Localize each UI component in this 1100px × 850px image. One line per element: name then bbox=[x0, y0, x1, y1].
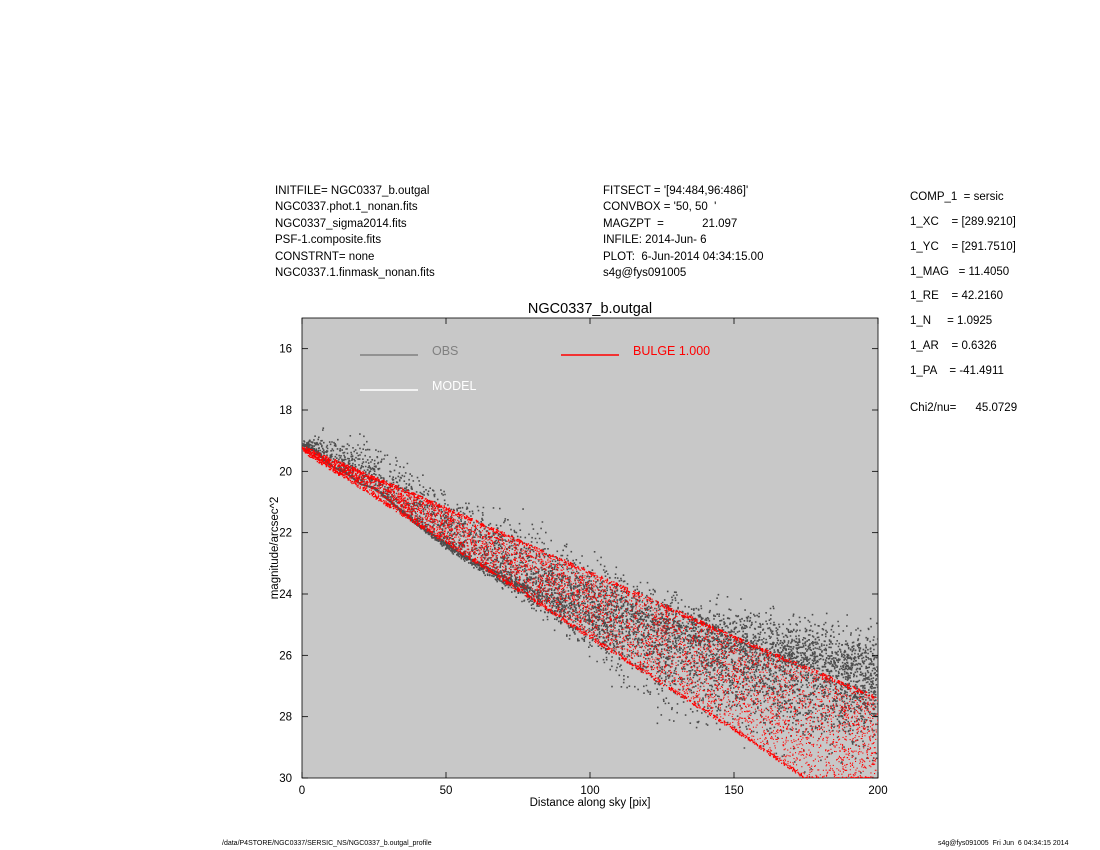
y-tick-label: 28 bbox=[279, 712, 292, 724]
header-infile: INFILE: 2014-Jun- 6 bbox=[603, 234, 707, 247]
header-phot-file: NGC0337.phot.1_nonan.fits bbox=[275, 201, 418, 214]
param-chi2: Chi2/nu= 45.0729 bbox=[910, 402, 1018, 414]
y-tick-label: 18 bbox=[279, 405, 292, 417]
y-tick-label: 16 bbox=[279, 344, 292, 356]
x-axis-label: Distance along sky [pix] bbox=[530, 797, 651, 809]
param-ar: 1_AR = 0.6326 bbox=[910, 340, 997, 352]
x-tick-label: 0 bbox=[299, 785, 305, 797]
bulge-points bbox=[302, 446, 878, 778]
header-fitsect: FITSECT = '[94:484,96:486]' bbox=[603, 185, 749, 197]
x-tick-label: 100 bbox=[580, 785, 599, 797]
x-tick-label: 50 bbox=[440, 785, 453, 797]
plot-area bbox=[301, 317, 879, 779]
x-axis: 0 50 100 150 200 bbox=[299, 318, 888, 797]
header-left-column: INITFILE= NGC0337_b.outgal NGC0337.phot.… bbox=[275, 183, 435, 281]
legend-obs-label: OBS bbox=[432, 344, 458, 358]
header-mask-file: NGC0337.1.finmask_nonan.fits bbox=[275, 267, 435, 280]
chart-title: NGC0337_b.outgal bbox=[528, 301, 652, 317]
header-initfile: INITFILE= NGC0337_b.outgal bbox=[275, 185, 430, 197]
header-magzpt: MAGZPT = 21.097 bbox=[603, 217, 738, 230]
param-comp: COMP_1 = sersic bbox=[910, 191, 1004, 203]
x-tick-label: 150 bbox=[724, 785, 743, 797]
footer-path: /data/P4STORE/NGC0337/SERSIC_NS/NGC0337_… bbox=[222, 840, 432, 847]
header-user: s4g@fys091005 bbox=[603, 267, 687, 280]
param-xc: 1_XC = [289.9210] bbox=[910, 216, 1016, 228]
y-tick-label: 20 bbox=[279, 466, 292, 478]
param-n: 1_N = 1.0925 bbox=[910, 315, 993, 327]
footer-timestamp: s4g@fys091005 Fri Jun 6 04:34:15 2014 bbox=[938, 840, 1069, 847]
y-tick-label: 22 bbox=[279, 528, 292, 540]
param-yc: 1_YC = [291.7510] bbox=[910, 241, 1016, 253]
param-mag: 1_MAG = 11.4050 bbox=[910, 266, 1010, 278]
y-tick-label: 30 bbox=[279, 773, 292, 785]
param-pa: 1_PA = -41.4911 bbox=[910, 365, 1004, 377]
header-constraint: CONSTRNT= none bbox=[275, 250, 375, 263]
bulge-scatter bbox=[302, 446, 878, 778]
y-axis-label: magnitude/arcsec^2 bbox=[269, 497, 281, 600]
legend-model-label: MODEL bbox=[432, 379, 477, 393]
header-sigma-file: NGC0337_sigma2014.fits bbox=[275, 217, 407, 230]
x-tick-label: 200 bbox=[868, 785, 887, 797]
header-psf-file: PSF-1.composite.fits bbox=[275, 234, 382, 247]
y-axis: 16 18 20 22 24 26 28 30 bbox=[279, 344, 878, 785]
param-re: 1_RE = 42.2160 bbox=[910, 290, 1004, 302]
header-plot-date: PLOT: 6-Jun-2014 04:34:15.00 bbox=[603, 250, 764, 263]
header-convbox: CONVBOX = '50, 50 ' bbox=[603, 201, 717, 214]
y-tick-label: 26 bbox=[279, 650, 292, 662]
header-middle-column: FITSECT = '[94:484,96:486]' CONVBOX = '5… bbox=[603, 183, 763, 281]
legend-bulge-label: BULGE 1.000 bbox=[633, 344, 710, 358]
y-tick-label: 24 bbox=[279, 589, 292, 601]
